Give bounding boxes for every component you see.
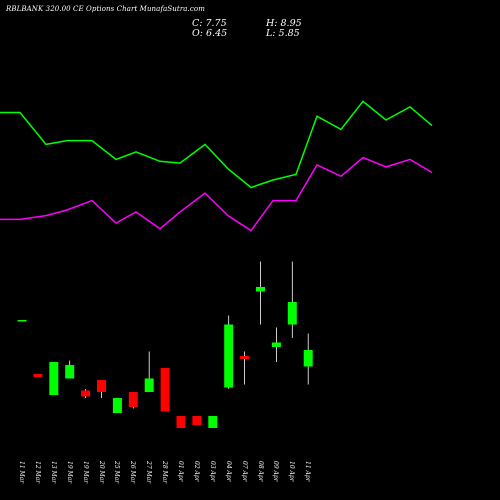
x-tick-label: 09 Apr — [272, 461, 280, 482]
x-tick-label: 07 Apr — [240, 461, 248, 482]
x-tick-label: 08 Apr — [256, 461, 264, 482]
x-tick-label: 04 Apr — [224, 461, 232, 482]
x-tick-label: 12 Mar — [33, 461, 41, 484]
candle-body — [81, 390, 91, 397]
x-tick-label: 03 Apr — [208, 461, 216, 482]
x-tick-label: 01 Apr — [177, 461, 184, 482]
x-tick-label: 27 Mar — [145, 461, 153, 484]
low-value: L: 5.85 — [266, 28, 300, 39]
candle-body — [144, 378, 154, 392]
x-tick-label: 13 Mar — [49, 461, 57, 484]
high-value: H: 8.95 — [266, 18, 302, 29]
candle-body — [224, 324, 234, 388]
x-tick-label: 11 Mar — [18, 461, 25, 484]
x-tick-label: 11 Apr — [304, 461, 312, 482]
x-tick-label: 20 Mar — [97, 461, 105, 484]
lower-band-line — [0, 156, 433, 232]
candle-body — [128, 392, 138, 407]
candle-body — [192, 416, 202, 425]
open-value: O: 6.45 — [192, 28, 228, 39]
candle-body — [49, 362, 59, 395]
candle-body — [271, 342, 281, 347]
candle-body — [208, 416, 218, 428]
candle-body — [176, 416, 186, 428]
close-value: C: 7.75 — [192, 18, 227, 29]
x-tick-label: 02 Apr — [192, 461, 200, 482]
candle-body — [256, 287, 265, 292]
candle-body — [287, 302, 297, 325]
x-tick-label: 19 Mar — [81, 461, 89, 484]
x-tick-label: 19 Mar — [65, 461, 73, 484]
x-tick-label: 26 Mar — [129, 461, 137, 484]
x-tick-label: 10 Apr — [288, 461, 296, 482]
candle-body — [303, 350, 313, 367]
candle-body — [160, 368, 170, 412]
candle-body — [17, 320, 27, 322]
upper-band-line — [0, 100, 433, 189]
candle-body — [240, 356, 250, 359]
candle-body — [112, 398, 122, 413]
candle-body — [65, 365, 75, 379]
x-tick-label: 25 Mar — [113, 461, 121, 484]
x-tick-label: 28 Mar — [161, 461, 169, 484]
candle-body — [33, 374, 43, 377]
chart-title: RBLBANK 320.00 CE Options Chart MunafaSu… — [6, 5, 205, 13]
candle-body — [97, 380, 106, 392]
